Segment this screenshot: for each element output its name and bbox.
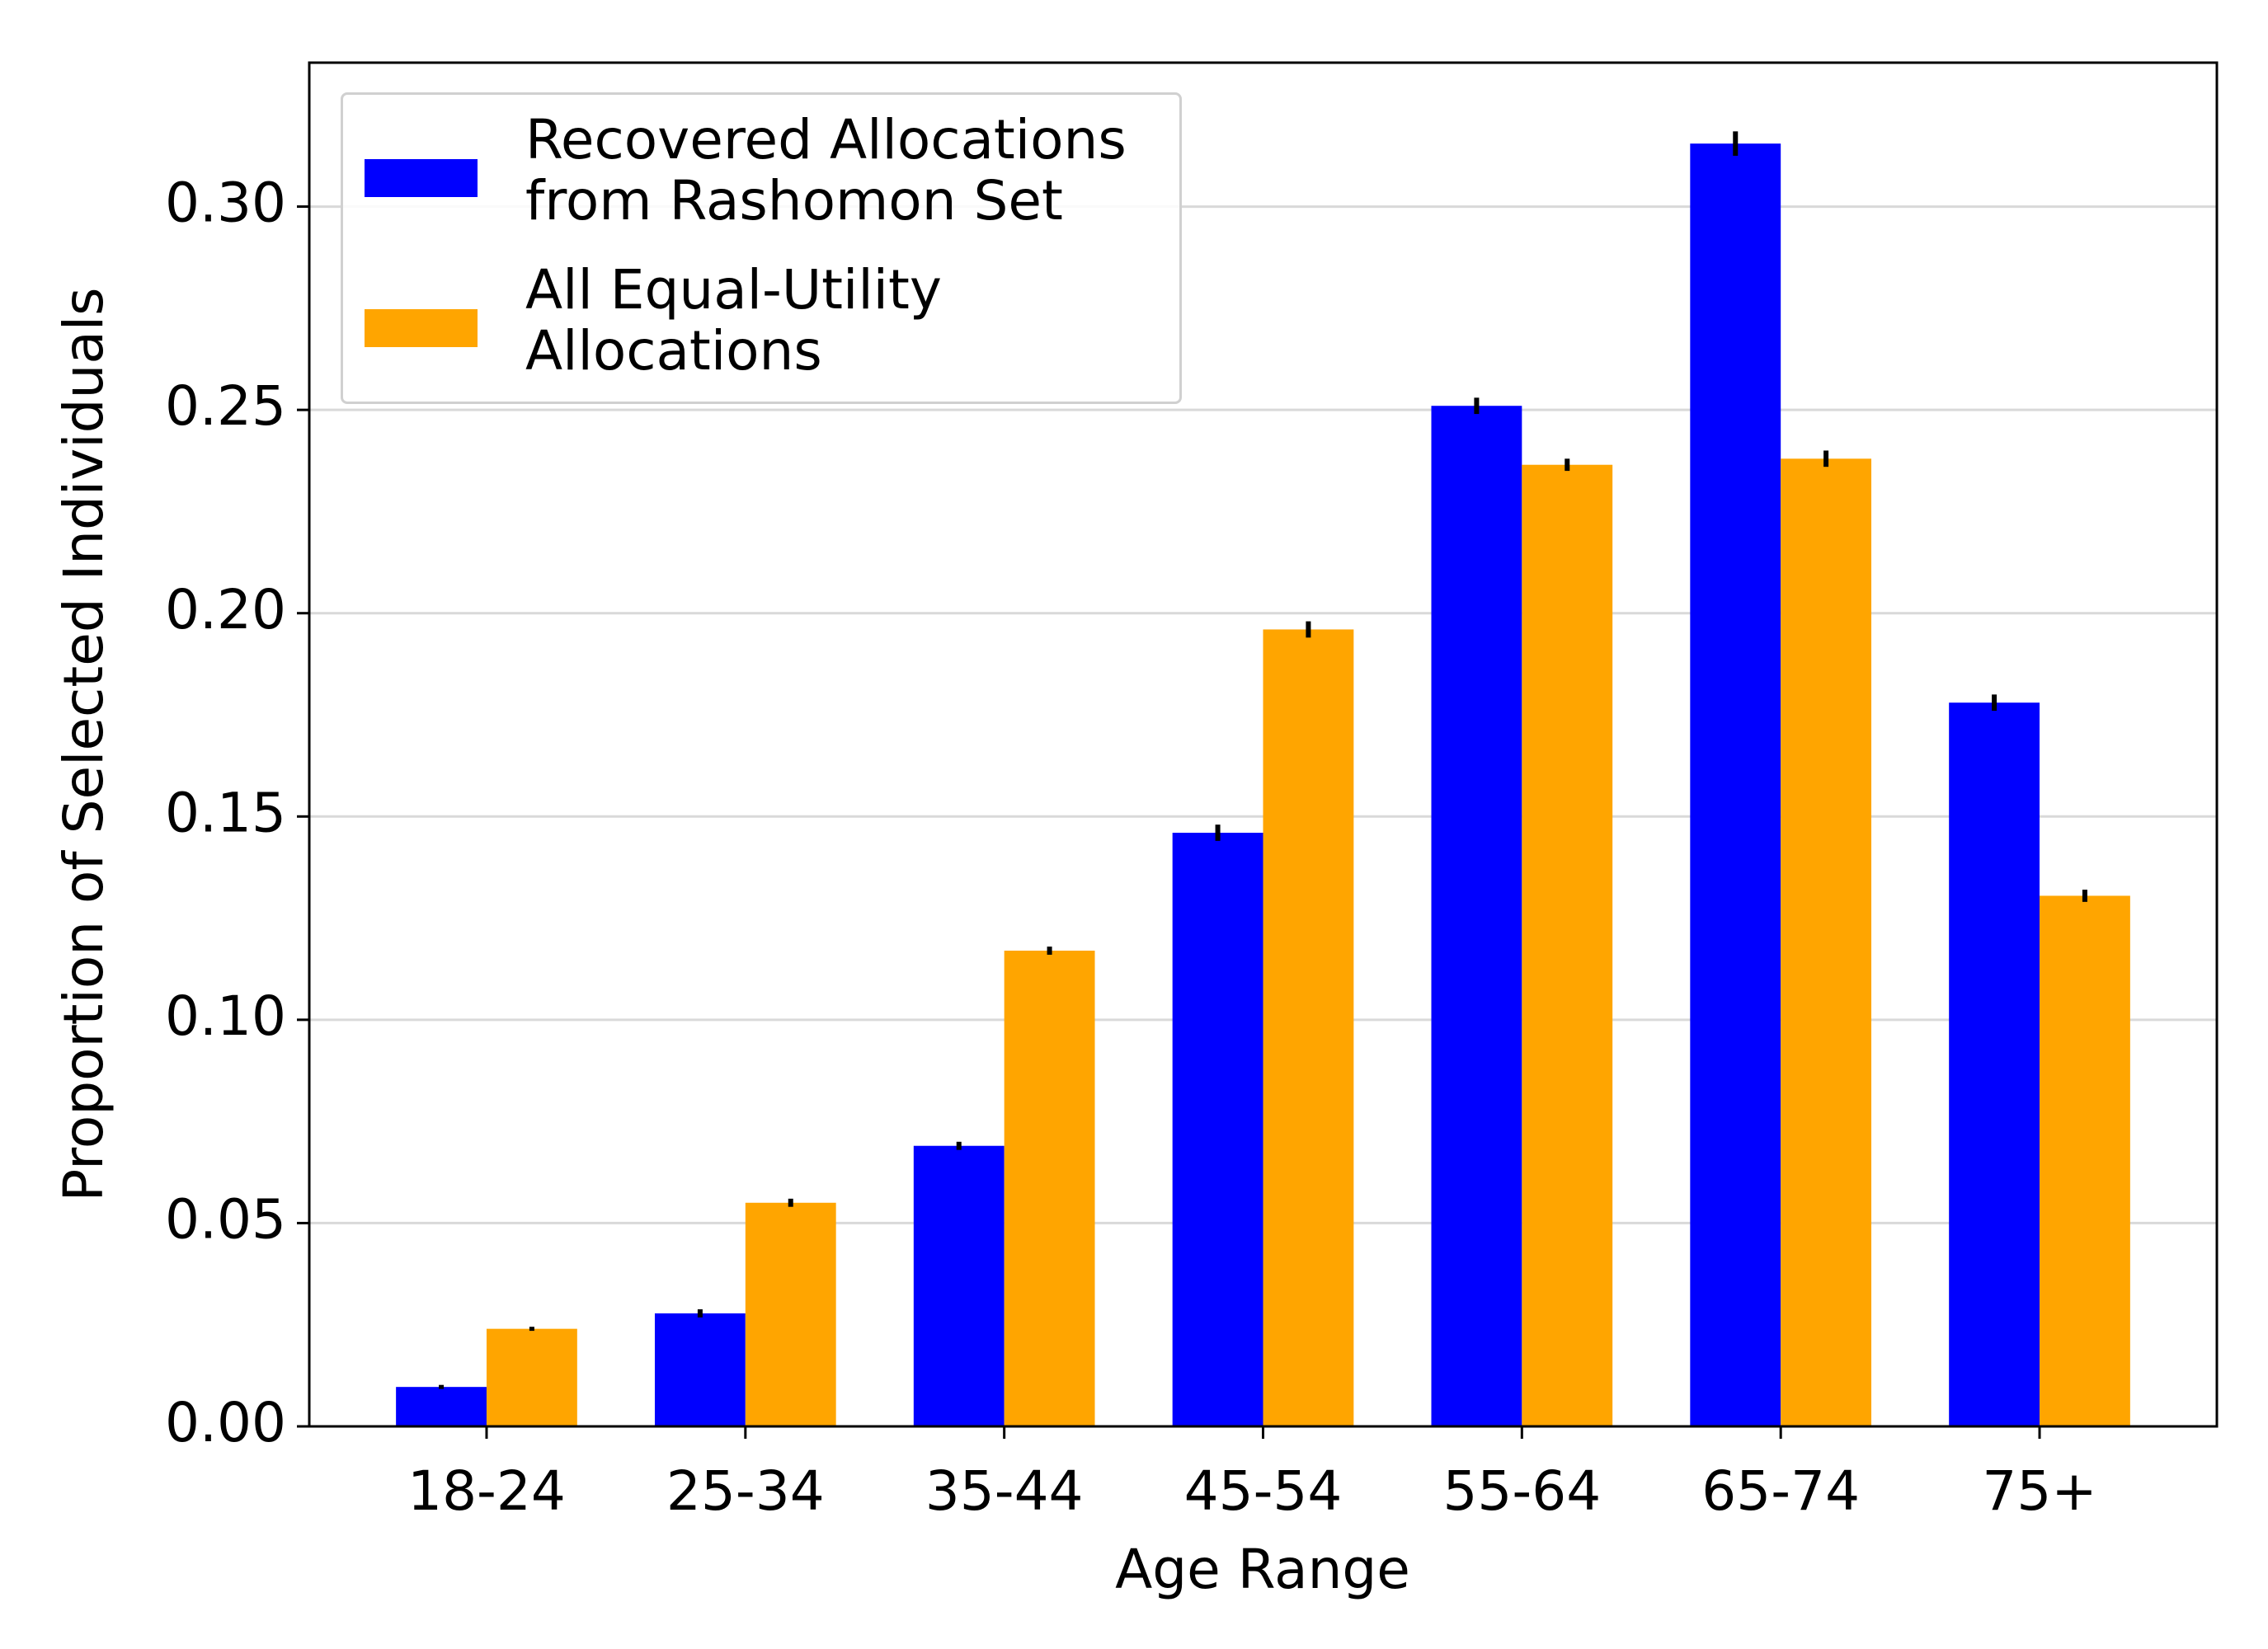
legend-swatch — [365, 159, 478, 197]
bar — [745, 1202, 836, 1426]
bar — [1172, 833, 1263, 1426]
bar — [1431, 406, 1522, 1426]
y-tick-label: 0.00 — [165, 1391, 286, 1454]
bar — [1949, 702, 2040, 1426]
bar — [2040, 895, 2130, 1426]
legend-label: Recovered Allocations from Rashomon Set — [525, 108, 1127, 233]
x-tick-label: 25-34 — [666, 1459, 825, 1523]
x-tick-label: 45-54 — [1184, 1459, 1343, 1523]
bar — [913, 1145, 1005, 1426]
bar — [1263, 629, 1354, 1426]
y-tick-label: 0.30 — [165, 171, 286, 235]
plot-frame — [308, 61, 2219, 1428]
x-tick-label: 18-24 — [407, 1459, 566, 1523]
y-axis-label: Proportion of Selected Individuals — [52, 287, 115, 1201]
bar — [1004, 951, 1095, 1426]
x-tick-label: 65-74 — [1701, 1459, 1860, 1523]
y-tick-label: 0.25 — [165, 374, 286, 438]
legend-swatch — [365, 309, 478, 347]
x-tick-label: 75+ — [1982, 1459, 2096, 1523]
y-tick-label: 0.15 — [165, 781, 286, 844]
bar — [1690, 143, 1781, 1426]
legend: Recovered Allocations from Rashomon Set A… — [341, 92, 1182, 404]
y-tick-label: 0.10 — [165, 984, 286, 1048]
y-tick-label: 0.05 — [165, 1187, 286, 1251]
y-tick-label: 0.20 — [165, 578, 286, 641]
bar — [654, 1313, 746, 1426]
x-tick-label: 35-44 — [925, 1459, 1084, 1523]
bar — [396, 1387, 487, 1426]
bar — [1522, 464, 1613, 1426]
x-axis-label: Age Range — [1115, 1538, 1410, 1601]
legend-label: All Equal-Utility Allocations — [525, 258, 942, 383]
bar — [486, 1328, 577, 1426]
bar — [1781, 458, 1872, 1426]
x-tick-label: 55-64 — [1442, 1459, 1601, 1523]
